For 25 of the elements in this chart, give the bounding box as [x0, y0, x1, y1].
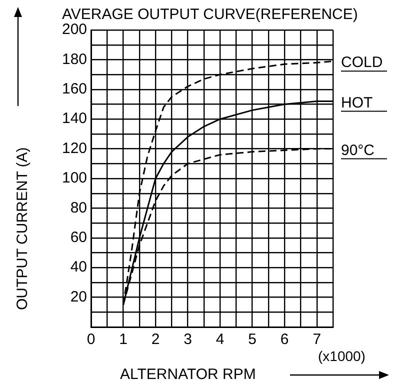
x-tick-label: 2 — [151, 331, 160, 348]
series-label: 90°C — [341, 142, 375, 159]
x-axis-title: ALTERNATOR RPM — [120, 366, 256, 383]
x-tick-label: 0 — [86, 331, 96, 348]
y-tick-label: 100 — [62, 170, 88, 187]
y-tick-label: 180 — [62, 50, 88, 68]
x-tick-label: 6 — [280, 331, 289, 348]
chart-title: AVERAGE OUTPUT CURVE(REFERENCE) — [62, 6, 358, 23]
y-tick-label: 40 — [70, 258, 88, 276]
y-tick-label: 200 — [62, 21, 88, 38]
x-tick-label: 4 — [216, 331, 224, 348]
y-tick-label: 80 — [70, 199, 88, 216]
y-axis-title: OUTPUT CURRENT (A) — [14, 147, 31, 310]
x-tick-label: 7 — [312, 331, 322, 348]
y-tick-label: 140 — [62, 110, 88, 128]
y-tick-label: 160 — [62, 80, 88, 98]
series-label: HOT — [341, 94, 373, 112]
y-tick-label: 120 — [62, 140, 88, 157]
series-label: COLD — [341, 54, 383, 72]
x-tick-label: 3 — [184, 331, 192, 348]
y-tick-label: 60 — [70, 229, 88, 246]
x-tick-label: 1 — [119, 331, 128, 348]
x-tick-label: 5 — [248, 331, 257, 348]
y-tick-label: 20 — [70, 288, 88, 306]
text: (x1000) — [318, 348, 366, 364]
